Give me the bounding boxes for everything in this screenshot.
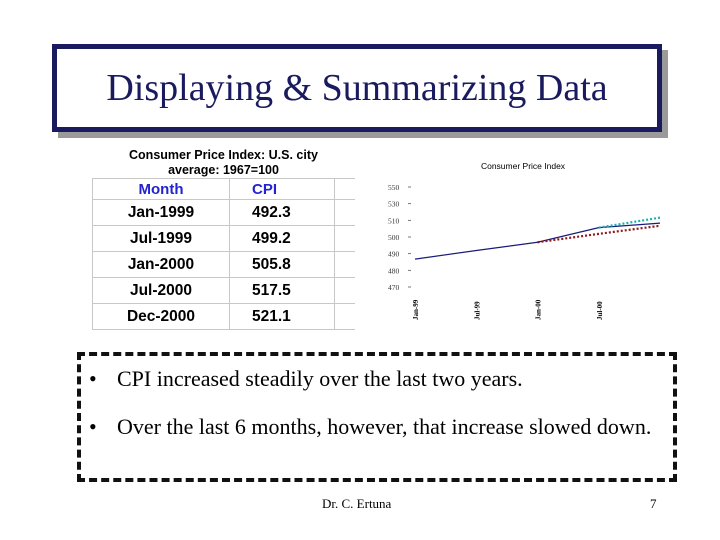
table-row: Jan-1999 492.3 <box>92 199 355 226</box>
table-caption: Consumer Price Index: U.S. city average:… <box>92 148 355 178</box>
row-spacer <box>334 251 355 278</box>
row-cpi: 492.3 <box>229 199 335 226</box>
y-tick-label: 490 <box>388 250 400 259</box>
row-cpi: 499.2 <box>229 225 335 252</box>
footer-page-number: 7 <box>650 496 657 511</box>
bullet-text: Over the last 6 months, however, that in… <box>117 414 652 439</box>
row-cpi: 505.8 <box>229 251 335 278</box>
header-month: Month <box>92 178 230 200</box>
bullet-item: • CPI increased steadily over the last t… <box>89 364 677 394</box>
cpi-table: Consumer Price Index: U.S. city average:… <box>92 148 355 346</box>
table-row: Jul-1999 499.2 <box>92 225 355 252</box>
row-spacer <box>334 277 355 304</box>
series-line <box>598 216 661 229</box>
row-month: Jan-2000 <box>92 251 230 278</box>
y-tick-label: 510 <box>388 216 400 225</box>
row-cpi: 521.1 <box>229 303 335 330</box>
row-spacer <box>334 225 355 252</box>
y-tick-label: 480 <box>388 266 400 275</box>
table-row: Jul-2000 517.5 <box>92 277 355 304</box>
row-month: Dec-2000 <box>92 303 230 330</box>
slide-title: Displaying & Summarizing Data <box>106 67 608 109</box>
y-tick-label: 500 <box>388 233 400 242</box>
title-box: Displaying & Summarizing Data <box>52 44 662 132</box>
bullet-box: • CPI increased steadily over the last t… <box>77 352 677 482</box>
header-spacer <box>334 178 355 200</box>
row-month: Jul-2000 <box>92 277 230 304</box>
x-tick-label: Jan-00 <box>535 299 543 320</box>
x-tick-label: Jan-99 <box>412 299 420 320</box>
bullet-dot: • <box>89 414 97 439</box>
bullet-item: • Over the last 6 months, however, that … <box>89 412 677 442</box>
y-tick-label: 530 <box>388 200 400 209</box>
row-month: Jul-1999 <box>92 225 230 252</box>
header-cpi: CPI <box>229 178 335 200</box>
table-caption-line2: average: 1967=100 <box>168 163 279 177</box>
cpi-chart: Consumer Price Index 550 530 510 500 490 480 47… <box>388 161 661 320</box>
x-tick-label: Jul-00 <box>596 301 604 320</box>
cpi-data-table: Month CPI Jan-1999 492.3 Jul-1999 499.2 … <box>92 178 355 330</box>
x-tick-label: Jul-99 <box>473 301 481 320</box>
table-row: Jan-2000 505.8 <box>92 251 355 278</box>
row-month: Jan-1999 <box>92 199 230 226</box>
row-spacer <box>334 199 355 226</box>
table-row: Dec-2000 521.1 <box>92 303 355 330</box>
chart-title: Consumer Price Index <box>481 161 566 171</box>
bullet-dot: • <box>89 366 97 391</box>
table-header-row: Month CPI <box>92 178 355 200</box>
row-spacer <box>334 303 355 330</box>
row-cpi: 517.5 <box>229 277 335 304</box>
bullet-text: CPI increased steadily over the last two… <box>117 366 523 391</box>
y-tick-label: 470 <box>388 283 400 292</box>
series-line <box>537 224 661 244</box>
y-tick-label: 550 <box>388 183 400 192</box>
series-line <box>414 222 661 260</box>
footer-author: Dr. C. Ertuna <box>322 496 392 511</box>
table-caption-line1: Consumer Price Index: U.S. city <box>129 148 318 162</box>
